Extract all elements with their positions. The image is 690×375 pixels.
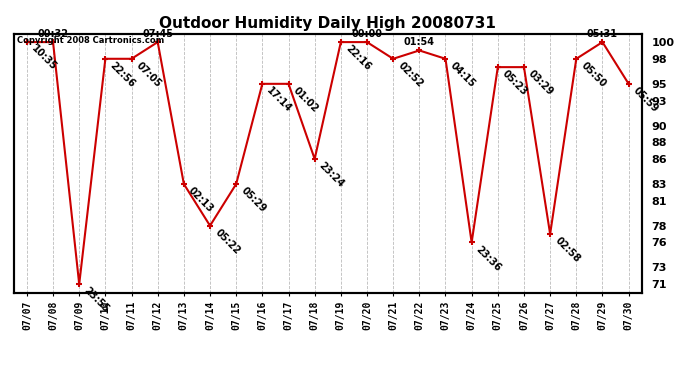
- Text: 07:05: 07:05: [134, 60, 163, 90]
- Text: 23:36: 23:36: [474, 244, 503, 273]
- Text: 01:54: 01:54: [404, 37, 435, 47]
- Text: 22:16: 22:16: [344, 44, 373, 73]
- Text: 02:13: 02:13: [186, 186, 215, 214]
- Text: 07:45: 07:45: [142, 29, 173, 39]
- Text: 22:56: 22:56: [108, 60, 137, 90]
- Title: Outdoor Humidity Daily High 20080731: Outdoor Humidity Daily High 20080731: [159, 16, 496, 31]
- Text: 03:29: 03:29: [526, 69, 555, 98]
- Text: 05:31: 05:31: [587, 29, 618, 39]
- Text: 02:52: 02:52: [396, 60, 425, 90]
- Text: 17:14: 17:14: [265, 86, 294, 114]
- Text: 23:24: 23:24: [317, 160, 346, 190]
- Text: 10:35: 10:35: [30, 44, 59, 73]
- Text: 05:22: 05:22: [213, 227, 242, 256]
- Text: 05:50: 05:50: [579, 60, 608, 90]
- Text: 00:00: 00:00: [351, 29, 382, 39]
- Text: 04:15: 04:15: [448, 60, 477, 90]
- Text: 05:59: 05:59: [631, 86, 660, 114]
- Text: 23:55: 23:55: [82, 286, 111, 315]
- Text: 01:02: 01:02: [291, 86, 320, 114]
- Text: 05:23: 05:23: [500, 69, 529, 98]
- Text: 02:58: 02:58: [553, 236, 582, 265]
- Text: Copyright 2008 Cartronics.com: Copyright 2008 Cartronics.com: [17, 36, 164, 45]
- Text: 05:29: 05:29: [239, 186, 268, 214]
- Text: 00:32: 00:32: [37, 29, 68, 39]
